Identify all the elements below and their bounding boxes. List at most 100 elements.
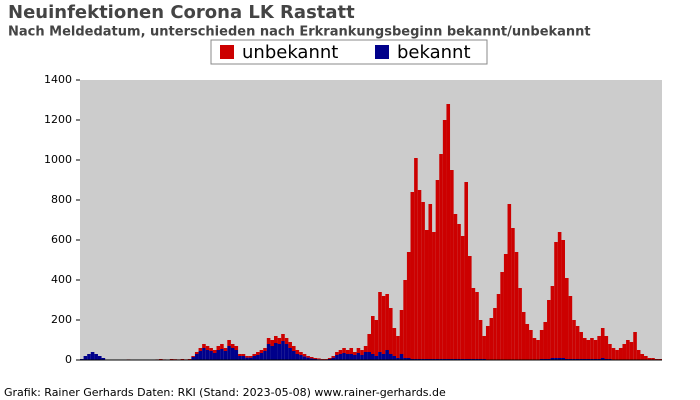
bar	[539, 330, 544, 359]
bar	[202, 348, 206, 360]
bar	[464, 182, 468, 359]
bar	[270, 340, 274, 346]
bar	[618, 348, 623, 360]
bar	[568, 296, 573, 359]
bar	[205, 350, 210, 360]
bar	[198, 351, 203, 360]
bar	[345, 354, 350, 360]
bar	[259, 350, 264, 353]
bar	[381, 354, 386, 360]
bar	[615, 350, 619, 360]
bar	[216, 346, 221, 350]
bar	[644, 356, 648, 360]
bar	[493, 308, 497, 360]
bar	[421, 202, 425, 359]
bar	[485, 326, 490, 360]
bar	[457, 224, 461, 359]
bar	[367, 334, 371, 352]
bar	[593, 340, 598, 359]
bar	[550, 358, 555, 360]
bar	[191, 356, 195, 357]
bar	[212, 350, 217, 353]
bar	[274, 343, 278, 360]
bar	[381, 296, 386, 354]
bar	[205, 346, 210, 350]
bar	[507, 204, 512, 360]
bar	[194, 352, 199, 354]
bar	[414, 158, 418, 359]
bar	[252, 356, 257, 360]
bar	[410, 192, 415, 359]
bar	[446, 104, 451, 359]
bar	[309, 357, 314, 359]
bar	[356, 353, 361, 360]
bar	[299, 355, 303, 360]
bar	[403, 280, 407, 358]
bar	[274, 336, 278, 343]
bar	[302, 356, 307, 360]
bar	[248, 357, 253, 360]
bar	[604, 336, 609, 359]
bar	[432, 232, 436, 359]
bar	[428, 204, 433, 359]
bar	[270, 346, 274, 360]
bar	[626, 340, 630, 360]
footer: Grafik: Rainer Gerhards Daten: RKI (Stan…	[4, 386, 446, 399]
bar	[403, 358, 407, 360]
bar	[511, 228, 515, 360]
bar	[547, 300, 551, 359]
bar	[101, 358, 106, 360]
bar	[338, 350, 343, 354]
bar	[245, 357, 249, 360]
bar	[489, 318, 494, 360]
bar	[220, 349, 224, 360]
bar	[406, 358, 411, 360]
bar	[353, 355, 357, 360]
bar	[582, 338, 587, 359]
bar	[212, 353, 217, 360]
bar	[302, 354, 307, 357]
bar	[295, 354, 300, 360]
bar	[622, 344, 627, 360]
bar	[345, 350, 350, 354]
legend-label: unbekannt	[242, 42, 338, 63]
bar	[367, 352, 371, 360]
bar	[360, 355, 364, 360]
bar	[597, 336, 601, 359]
bar	[629, 342, 634, 360]
bar	[565, 278, 569, 359]
bar	[475, 292, 479, 359]
bar	[608, 344, 612, 359]
bar	[636, 350, 641, 360]
bar	[266, 344, 271, 360]
bar	[291, 346, 296, 351]
bar	[234, 346, 239, 350]
bar	[439, 154, 443, 359]
y-tick-label: 1000	[44, 153, 72, 166]
bar	[234, 350, 239, 360]
bar	[529, 330, 533, 360]
bar	[342, 353, 346, 360]
bar	[338, 354, 343, 360]
bar	[299, 352, 303, 355]
bar	[572, 320, 576, 359]
bar	[94, 354, 98, 360]
chart-subtitle: Nach Meldedatum, unterschieden nach Erkr…	[8, 25, 591, 40]
bar	[611, 348, 616, 360]
chart-title: Neuinfektionen Corona LK Rastatt	[8, 2, 355, 23]
bar	[396, 358, 400, 360]
bar	[388, 354, 393, 360]
y-tick-label: 1400	[44, 73, 72, 86]
bar	[363, 352, 368, 360]
bar	[525, 324, 530, 360]
y-tick-label: 200	[51, 313, 72, 326]
bar	[521, 312, 526, 360]
bar	[478, 320, 483, 359]
y-tick-label: 1200	[44, 113, 72, 126]
bar	[342, 348, 346, 353]
bar	[227, 346, 231, 360]
legend-label: bekannt	[397, 42, 471, 63]
bar	[471, 288, 476, 359]
bar	[374, 320, 379, 356]
